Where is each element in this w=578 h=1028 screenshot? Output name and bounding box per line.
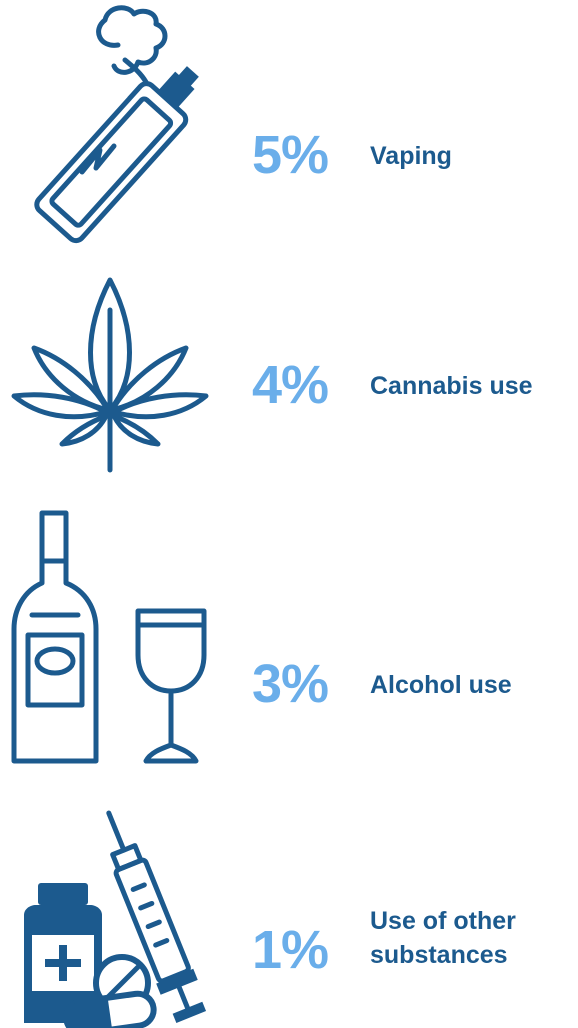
bottle-and-glass-icon (11, 510, 207, 764)
stat-row-other-substances: 1% Use of other substances (0, 795, 578, 1028)
vaping-percent: 5% (252, 125, 329, 185)
other-substances-label: Use of other substances (370, 907, 516, 969)
other-substances-percent: 1% (252, 920, 329, 980)
stat-row-vaping: 5% Vaping (0, 0, 578, 250)
vaping-label: Vaping (370, 142, 452, 170)
cannabis-label: Cannabis use (370, 372, 533, 400)
pills-and-syringe-icon (24, 810, 207, 1028)
vape-pen-icon (34, 5, 199, 244)
stat-row-alcohol: 3% Alcohol use (0, 505, 578, 775)
cannabis-leaf-icon (11, 277, 209, 473)
alcohol-percent: 3% (252, 654, 329, 714)
stat-row-cannabis: 4% Cannabis use (0, 270, 578, 480)
alcohol-label: Alcohol use (370, 671, 512, 699)
cannabis-percent: 4% (252, 355, 329, 415)
